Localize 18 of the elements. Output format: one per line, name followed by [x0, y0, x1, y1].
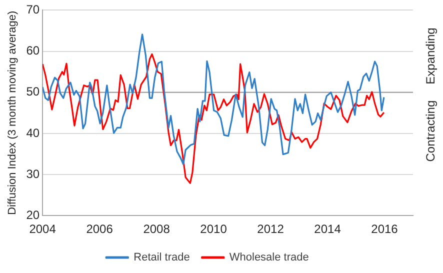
- legend-label: Retail trade: [134, 252, 190, 264]
- y-tick-label: 40: [26, 126, 40, 140]
- x-tick-label: 2004: [29, 222, 56, 236]
- y-tick-label: 70: [26, 2, 40, 17]
- y-tick-label: 50: [26, 84, 40, 99]
- y-axis-title: Diffusion Index (3 month moving average): [6, 10, 19, 215]
- text: Expanding: [423, 28, 438, 84]
- x-tick-label: 2014: [314, 222, 342, 236]
- legend-label: Wholesale trade: [229, 252, 309, 264]
- y-tick-label: 30: [26, 166, 40, 181]
- text: Contracting: [423, 100, 438, 162]
- x-tick-label: 2012: [257, 222, 284, 236]
- x-tick-label: 2010: [200, 222, 228, 236]
- y-tick-label: 60: [26, 44, 40, 58]
- y-tick-label: 20: [26, 208, 40, 222]
- x-tick-label: 2008: [143, 222, 170, 236]
- x-tick-label: 2016: [371, 222, 398, 236]
- x-tick-label: 2006: [86, 222, 114, 236]
